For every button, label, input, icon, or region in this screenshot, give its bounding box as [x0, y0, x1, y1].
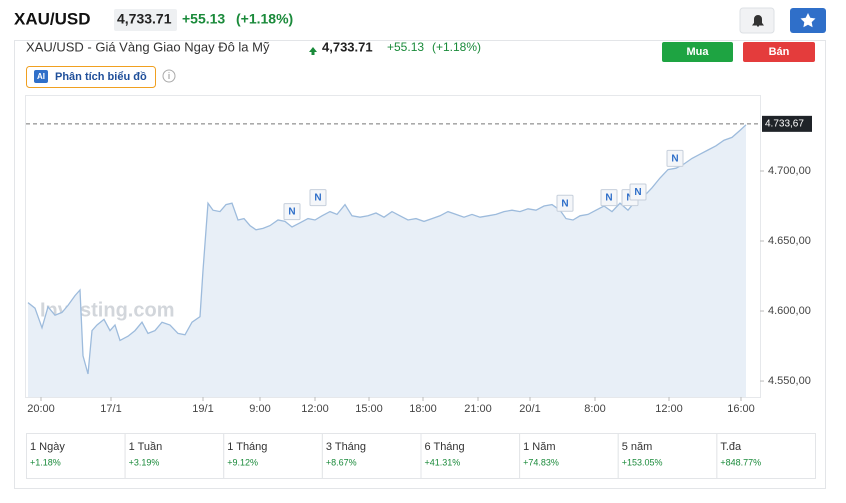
news-marker	[283, 203, 301, 221]
y-tick-label: 4.600,00	[768, 305, 811, 317]
performance-cell	[223, 433, 323, 479]
change: +55.13	[182, 11, 225, 27]
x-tick-label: 20:00	[27, 403, 55, 415]
performance-period: 1 Tháng	[227, 441, 267, 453]
performance-period: 5 năm	[622, 441, 653, 453]
y-tick-label: 4.550,00	[768, 375, 811, 387]
performance-change: +9.12%	[227, 457, 258, 467]
info-icon[interactable]	[162, 69, 176, 83]
change-pct: (+1.18%)	[236, 11, 293, 27]
price-line	[27, 124, 747, 375]
x-tick-label: 15:00	[355, 403, 383, 415]
performance-change: +3.19%	[129, 457, 160, 467]
x-tick-label: 9:00	[249, 403, 270, 415]
bell-icon	[752, 15, 764, 27]
star-icon	[800, 13, 816, 28]
area-fill	[28, 124, 746, 398]
price-bg	[114, 9, 177, 31]
performance-table: 1 Ngày +1.18% 1 Tuần +3.19% 1 Tháng +9.12% 3 T…	[26, 433, 816, 479]
last-price-label: 4.733,67	[765, 118, 804, 129]
chart-change-pct: (+1.18%)	[432, 40, 481, 54]
sell-label[interactable]: Bán	[769, 46, 790, 58]
x-tick-label: 18:00	[409, 403, 437, 415]
news-marker-label: N	[288, 207, 295, 218]
chart-price: 4,733.71	[322, 39, 373, 54]
news-marker-label: N	[605, 193, 612, 204]
y-tick-label: 4.700,00	[768, 165, 811, 177]
x-tick-label: 12:00	[301, 403, 329, 415]
performance-period: T.đa	[720, 441, 742, 453]
performance-change: +153.05%	[622, 457, 663, 467]
performance-change: +8.67%	[326, 457, 357, 467]
x-tick-label: 20/1	[519, 403, 540, 415]
performance-cell	[124, 433, 225, 479]
performance-change: +41.31%	[425, 457, 461, 467]
performance-cell	[26, 433, 126, 479]
news-marker	[309, 189, 327, 207]
sell-button[interactable]	[743, 42, 815, 62]
ai-badge: AI	[37, 72, 45, 81]
news-marker-label: N	[561, 198, 568, 209]
performance-period: 6 Tháng	[425, 441, 465, 453]
buy-button[interactable]	[662, 42, 733, 62]
last-price-tag	[762, 115, 812, 132]
performance-period: 1 Tuần	[129, 441, 163, 453]
news-marker	[666, 149, 684, 167]
x-tick-label: 16:00	[727, 403, 755, 415]
performance-cell	[519, 433, 619, 479]
performance-period: 1 Ngày	[30, 441, 65, 453]
news-marker-label: N	[314, 193, 321, 204]
performance-cell	[321, 433, 422, 479]
plot-frame	[25, 95, 761, 398]
performance-cell	[617, 433, 718, 479]
performance-change: +848.77%	[720, 457, 761, 467]
analysis-button[interactable]	[26, 66, 156, 88]
news-marker	[629, 183, 647, 201]
ai-badge-bg	[34, 70, 48, 83]
y-tick-label: 4.650,00	[768, 235, 811, 247]
price: 4,733.71	[117, 11, 172, 27]
news-marker	[600, 189, 618, 207]
x-tick-label: 17/1	[100, 403, 121, 415]
performance-cell	[420, 433, 521, 479]
up-arrow	[309, 47, 317, 55]
x-tick-label: 21:00	[464, 403, 492, 415]
x-tick-label: 19/1	[192, 403, 213, 415]
buy-label[interactable]: Mua	[687, 46, 710, 58]
performance-change: +1.18%	[30, 457, 61, 467]
symbol: XAU/USD	[14, 9, 91, 28]
chart-change: +55.13	[387, 40, 424, 54]
performance-period: 1 Năm	[523, 441, 555, 453]
news-marker	[556, 194, 574, 212]
performance-change: +74.83%	[523, 457, 559, 467]
news-marker-label: N	[634, 187, 641, 198]
analysis-label[interactable]: Phân tích biểu đồ	[55, 71, 147, 83]
x-tick-label: 8:00	[584, 403, 605, 415]
x-tick-label: 12:00	[655, 403, 683, 415]
chart-title: XAU/USD - Giá Vàng Giao Ngay Đô la Mỹ	[26, 39, 270, 54]
performance-period: 3 Tháng	[326, 441, 366, 453]
news-marker-label: N	[671, 154, 678, 165]
plot: Investing.com4.550,004.600,004.650,004.7…	[26, 115, 812, 415]
performance-cell	[716, 433, 816, 479]
